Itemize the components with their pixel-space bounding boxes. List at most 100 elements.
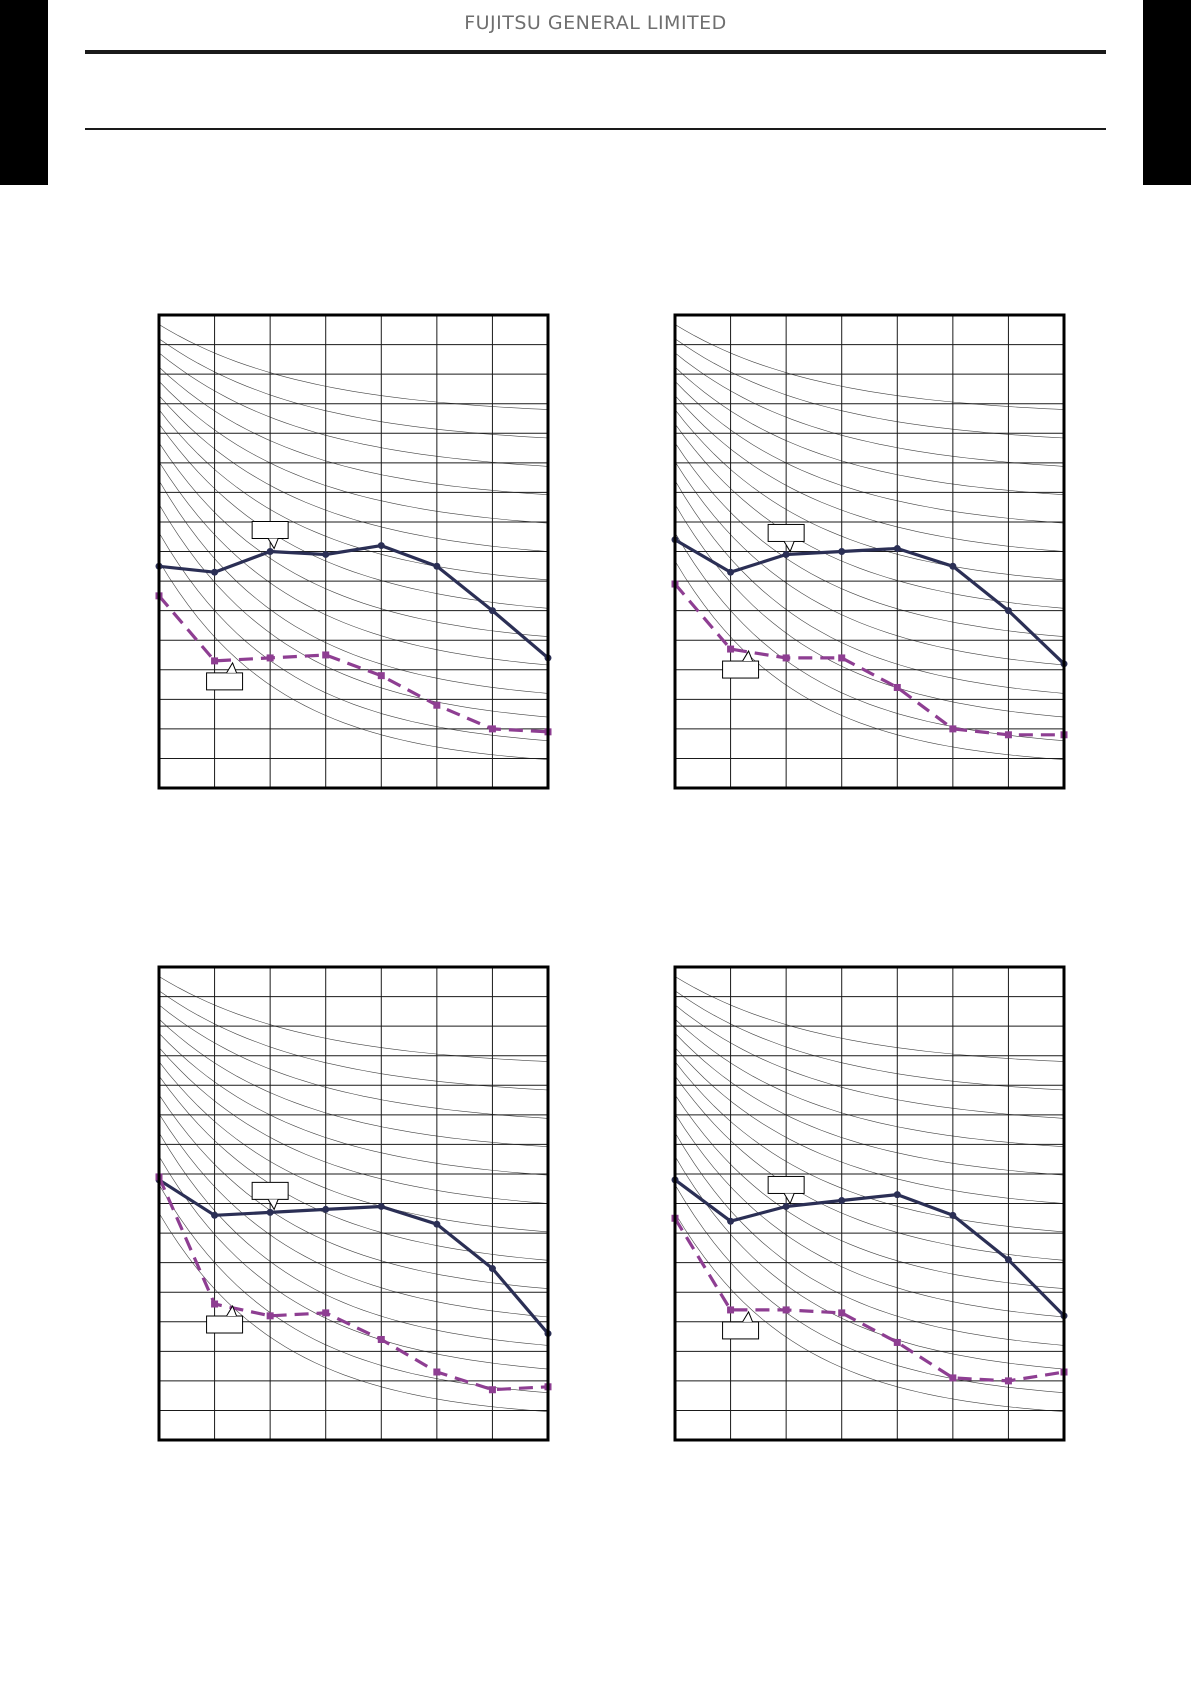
grid: [159, 967, 548, 1440]
plot-frame: [673, 965, 1066, 1442]
callout-pointer: [783, 541, 795, 553]
series-dashed-callout: [206, 1304, 244, 1334]
reference-curve: [158, 1061, 549, 1233]
reference-curve: [158, 1212, 549, 1412]
reference-curves: [158, 324, 549, 760]
reference-curve: [674, 1184, 1065, 1393]
reference-curve: [674, 461, 1065, 666]
reference-curve: [158, 1094, 549, 1289]
reference-curve: [674, 504, 1065, 718]
callout-box: [251, 521, 289, 539]
series-solid-point: [727, 1217, 735, 1225]
series-solid-point: [211, 568, 219, 576]
reference-curve: [674, 1004, 1065, 1119]
reference-curve: [158, 1004, 549, 1119]
callout-pointer: [742, 1310, 754, 1323]
series-solid-line: [674, 1178, 1066, 1317]
series-solid-point: [838, 548, 846, 555]
series-dashed-callout: [206, 661, 244, 691]
callout-box: [722, 1321, 760, 1340]
series-solid-point: [893, 545, 901, 553]
callout-box: [767, 523, 805, 542]
reference-curve: [158, 504, 549, 718]
callout-pointer: [267, 1199, 279, 1211]
reference-curve: [674, 423, 1065, 609]
chart-panel-2: [671, 313, 1068, 790]
plot-frame: [157, 965, 550, 1442]
reference-curve: [158, 1047, 549, 1204]
series-dashed-point: [266, 1312, 274, 1320]
callout-box: [206, 1315, 244, 1334]
series-solid-point: [266, 1208, 274, 1216]
series-dashed-line: [673, 1217, 1065, 1383]
reference-curve: [158, 442, 549, 637]
series-solid-callout: [767, 523, 805, 553]
series-solid-point: [433, 562, 441, 570]
series-dashed-point: [322, 1309, 330, 1317]
reference-curve: [674, 1032, 1065, 1176]
series-solid-point: [838, 1197, 846, 1205]
series-dashed-point: [488, 1386, 496, 1394]
series-solid-point: [211, 1211, 219, 1219]
reference-curve: [158, 976, 549, 1062]
series-solid-point: [266, 548, 274, 555]
series-solid-point: [727, 568, 735, 576]
series-solid-point: [322, 1205, 330, 1213]
header-rule-thin: [85, 128, 1106, 130]
series-dashed-point: [266, 654, 274, 662]
series-solid-point: [1004, 607, 1012, 615]
series-dashed-callout: [722, 1310, 760, 1340]
series-dashed-point: [433, 1368, 441, 1376]
reference-curve: [158, 352, 549, 467]
series-dashed-point: [838, 654, 846, 662]
series-dashed-point: [727, 1306, 735, 1314]
reference-curve: [674, 380, 1065, 524]
chart-panel-4: [671, 965, 1068, 1442]
callout-pointer: [226, 661, 238, 674]
series-dashed-point: [838, 1309, 846, 1317]
chart-panel-3: [155, 965, 552, 1442]
chart-panel-1: [155, 313, 552, 790]
series-dashed-point: [949, 1374, 957, 1382]
series-dashed-point: [433, 701, 441, 709]
series-dashed-point: [1004, 1377, 1012, 1385]
plot-frame: [157, 313, 550, 790]
series-dashed-point: [782, 654, 790, 662]
reference-curve: [674, 352, 1065, 467]
section-tab-right: [1143, 0, 1191, 185]
series-solid-line: [158, 544, 550, 660]
series-dashed-line: [157, 1176, 549, 1392]
reference-curve: [674, 1094, 1065, 1289]
reference-curve: [158, 409, 549, 581]
series-dashed-point: [782, 1306, 790, 1314]
reference-curve: [158, 395, 549, 552]
series-solid-point: [322, 550, 330, 558]
reference-curve: [674, 395, 1065, 552]
reference-curve: [674, 442, 1065, 637]
reference-curve: [674, 1047, 1065, 1204]
reference-curve: [158, 1018, 549, 1147]
reference-curves: [674, 976, 1065, 1412]
series-dashed-line: [157, 594, 549, 734]
series-dashed-point: [377, 672, 385, 680]
reference-curve: [158, 532, 549, 741]
reference-curve: [158, 461, 549, 666]
series-solid-point: [433, 1220, 441, 1228]
reference-curve: [158, 324, 549, 410]
callout-pointer: [267, 538, 279, 550]
reference-curve: [674, 1018, 1065, 1147]
series-solid-point: [488, 1265, 496, 1273]
series-solid-callout: [251, 1181, 289, 1211]
reference-curve: [674, 976, 1065, 1062]
reference-curve: [674, 1113, 1065, 1318]
series-dashed-point: [727, 645, 735, 653]
series-solid-point: [377, 1202, 385, 1210]
section-tab-left: [0, 0, 48, 185]
series-solid-callout: [251, 521, 289, 550]
series-solid-point: [949, 562, 957, 570]
series-solid-line: [674, 538, 1066, 665]
series-solid-point: [893, 1191, 901, 1199]
series-solid-point: [782, 550, 790, 558]
reference-curve: [158, 1132, 549, 1346]
series-dashed-point: [488, 725, 496, 733]
